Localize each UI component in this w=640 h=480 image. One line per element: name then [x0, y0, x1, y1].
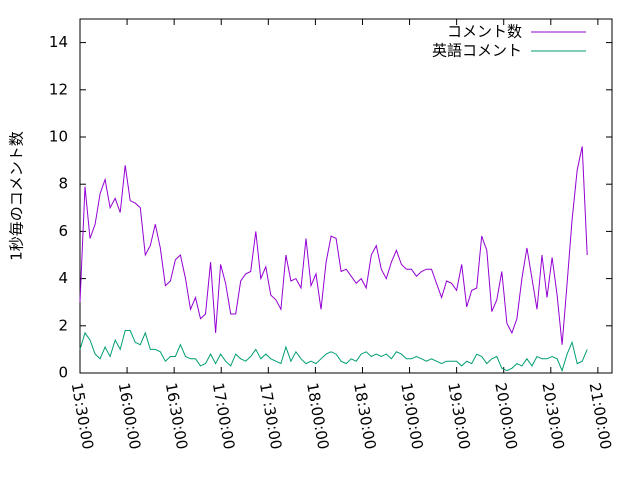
x-tick-label: 18:30:00	[350, 381, 379, 450]
x-tick-label: 16:00:00	[115, 381, 144, 450]
x-tick-label: 20:30:00	[538, 381, 567, 450]
x-tick-label: 17:30:00	[256, 381, 285, 450]
series-line	[79, 330, 588, 373]
y-tick-label: 2	[58, 316, 68, 334]
y-tick-label: 14	[49, 33, 68, 51]
x-tick-label: 19:30:00	[444, 381, 473, 450]
x-tick-label: 16:30:00	[162, 381, 191, 450]
x-tick-label: 18:00:00	[303, 381, 332, 450]
x-tick-label: 20:00:00	[491, 381, 520, 450]
y-tick-label: 6	[58, 222, 68, 240]
x-tick-label: 19:00:00	[397, 381, 426, 450]
series-line	[79, 146, 588, 345]
x-tick-label: 17:00:00	[209, 381, 238, 450]
legend-label: コメント数	[447, 23, 522, 41]
y-tick-label: 0	[58, 364, 68, 382]
plot-frame	[79, 18, 613, 374]
y-tick-label: 4	[58, 269, 68, 287]
y-tick-label: 10	[49, 128, 68, 146]
legend-label: 英語コメント	[432, 42, 522, 60]
y-tick-label: 12	[49, 80, 68, 98]
y-tick-label: 8	[58, 175, 68, 193]
x-tick-label: 15:30:00	[68, 381, 97, 450]
y-axis-label: 1秒毎のコメント数	[8, 131, 26, 261]
x-tick-label: 21:00:00	[586, 381, 615, 450]
